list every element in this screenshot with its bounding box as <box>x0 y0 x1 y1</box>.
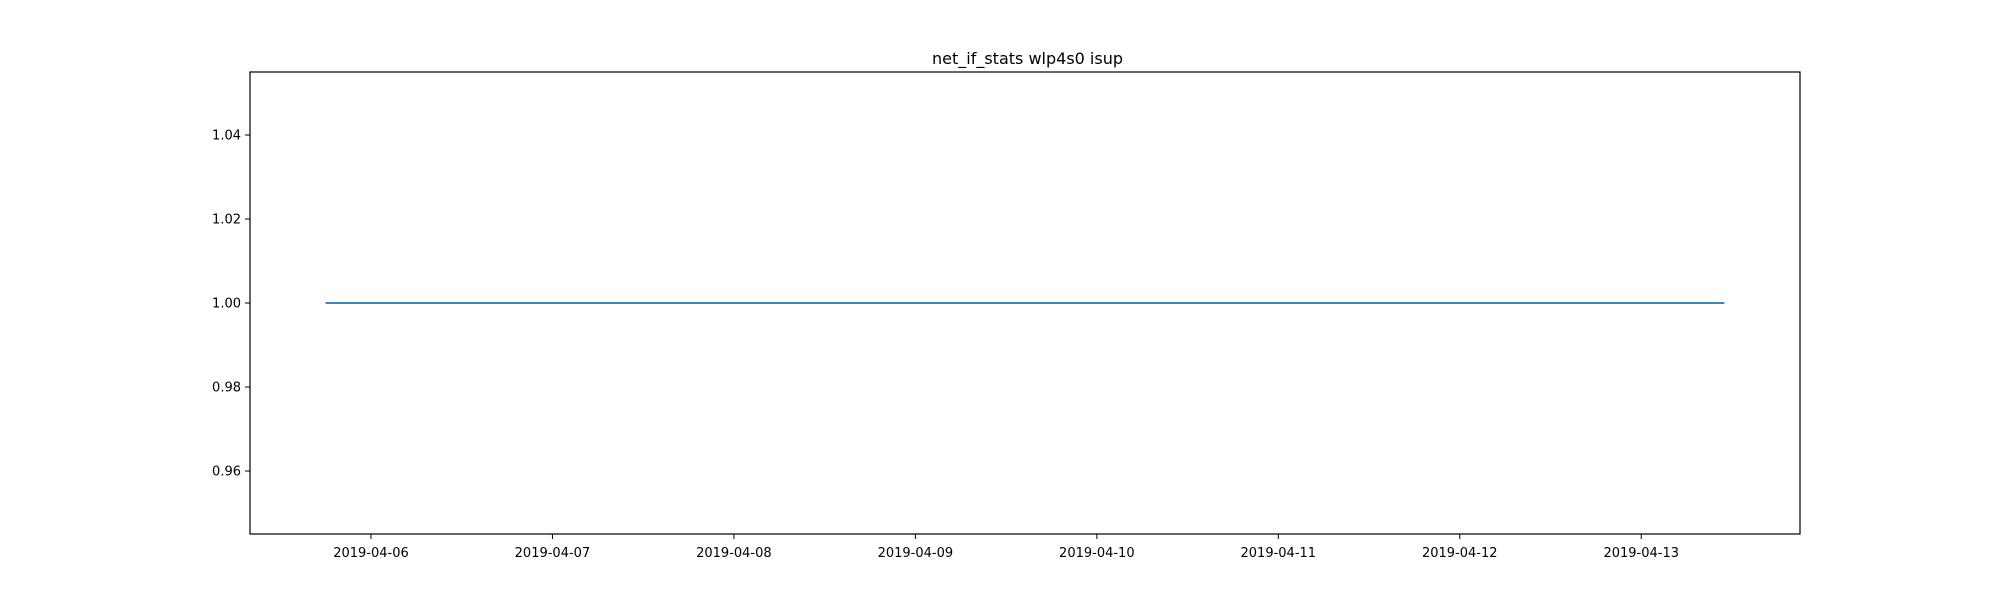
y-tick-label-2: 1.00 <box>212 297 241 312</box>
x-axis: 2019-04-06 2019-04-07 2019-04-08 2019-04-09… <box>333 534 1679 561</box>
x-tick-label-3: 2019-04-09 <box>878 546 954 561</box>
y-tick-label-4: 1.04 <box>212 129 241 144</box>
chart-title: net_if_stats wlp4s0 isup <box>932 49 1123 69</box>
x-tick-label-7: 2019-04-13 <box>1603 546 1679 561</box>
x-tick-label-6: 2019-04-12 <box>1422 546 1498 561</box>
x-tick-label-0: 2019-04-06 <box>333 546 409 561</box>
y-tick-label-0: 0.96 <box>212 465 241 480</box>
y-tick-label-3: 1.02 <box>212 213 241 228</box>
y-tick-label-1: 0.98 <box>212 381 241 396</box>
x-tick-label-4: 2019-04-10 <box>1059 546 1135 561</box>
x-tick-label-2: 2019-04-08 <box>696 546 772 561</box>
y-axis: 0.96 0.98 1.00 1.02 1.04 <box>212 129 250 480</box>
plot-frame <box>249 71 1801 535</box>
x-tick-label-1: 2019-04-07 <box>515 546 591 561</box>
x-tick-label-5: 2019-04-11 <box>1241 546 1317 561</box>
